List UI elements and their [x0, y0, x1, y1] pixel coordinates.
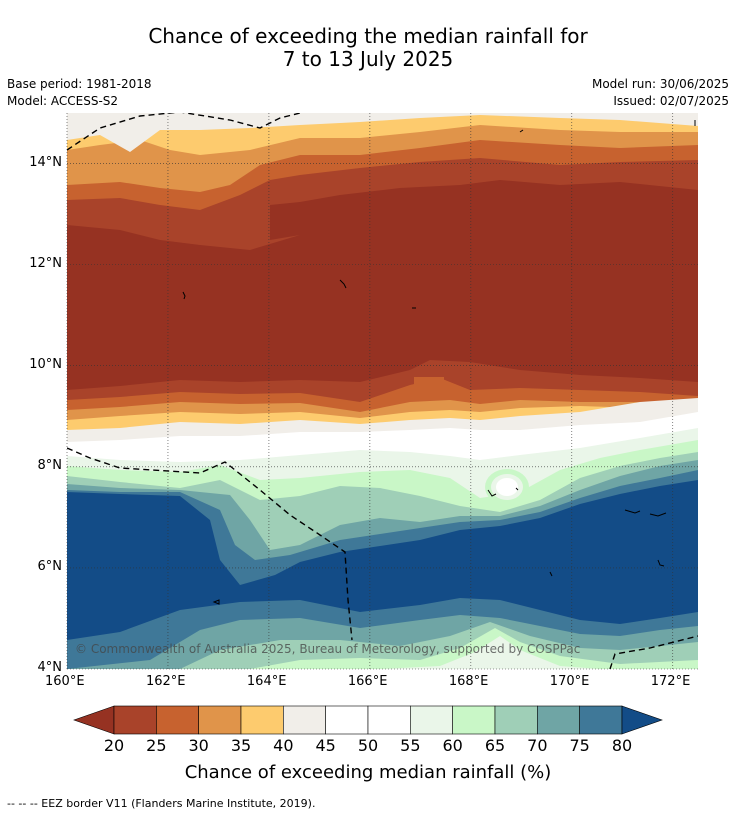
- colorbar-swatch: [367, 705, 411, 735]
- colorbar-swatch: [325, 705, 369, 735]
- lon-tick-label: 170°E: [549, 674, 590, 689]
- lat-tick-label: 6°N: [37, 558, 63, 574]
- copyright-notice: © Commonwealth of Australia 2025, Bureau…: [75, 642, 581, 656]
- colorbar-tick-label: 50: [357, 736, 379, 755]
- colorbar-swatch: [537, 705, 580, 735]
- colorbar-under-arrow: [73, 705, 115, 735]
- lon-tick-label: 160°E: [45, 674, 85, 689]
- colorbar-tick-label: 45: [315, 736, 336, 755]
- colorbar-swatch: [240, 705, 284, 735]
- lon-tick-label: 172°E: [650, 674, 691, 689]
- colorbar-tick-label: 65: [484, 736, 506, 755]
- lon-tick-label: 168°E: [448, 674, 489, 689]
- lat-tick-label: 8°N: [37, 457, 63, 473]
- model-name: Model: ACCESS-S2: [7, 94, 119, 108]
- colorbar-swatch: [579, 705, 623, 735]
- eez-border: [67, 113, 698, 669]
- colorbar-tick-label: 20: [103, 736, 125, 755]
- chart-title-line2: 7 to 13 July 2025: [282, 47, 454, 71]
- colorbar-tick-label: 25: [146, 736, 167, 755]
- colorbar-tick-label: 40: [273, 736, 294, 755]
- colorbar-tick-label: 30: [188, 736, 209, 755]
- colorbar-swatch: [156, 705, 199, 735]
- chart-title-line1: Chance of exceeding the median rainfall …: [148, 24, 588, 48]
- lat-tick-label: 14°N: [29, 154, 62, 170]
- colorbar-over-arrow: [621, 705, 663, 735]
- base-period: Base period: 1981-2018: [7, 77, 152, 91]
- colorbar-swatch: [452, 705, 496, 735]
- islands: [182, 120, 696, 605]
- band-top-40-45: [67, 113, 698, 152]
- colorbar-tick-label: 35: [230, 736, 252, 755]
- colorbar: [73, 705, 663, 735]
- lon-tick-label: 162°E: [145, 674, 186, 689]
- lon-tick-label: 166°E: [347, 674, 388, 689]
- lat-tick-label: 10°N: [29, 356, 62, 372]
- colorbar-tick-label: 60: [442, 736, 463, 755]
- patch-25-30: [414, 377, 444, 397]
- colorbar-swatch: [113, 705, 157, 735]
- lon-tick-label: 164°E: [246, 674, 287, 689]
- model-run: Model run: 30/06/2025: [591, 77, 729, 91]
- colorbar-tick-label: 70: [527, 736, 548, 755]
- colorbar-swatch: [198, 705, 242, 735]
- colorbar-tick-label: 80: [611, 736, 633, 755]
- colorbar-tick-label: 55: [400, 736, 421, 755]
- colorbar-swatch: [410, 705, 453, 735]
- band-south-60-65: [250, 628, 698, 669]
- colorbar-swatch: [283, 705, 326, 735]
- map-gridlines: [66, 113, 698, 670]
- lat-tick-label: 4°N: [37, 660, 63, 675]
- lat-tick-label: 12°N: [29, 255, 62, 271]
- colorbar-swatch: [494, 705, 538, 735]
- band-south-55-60: [380, 636, 600, 669]
- colorbar-tick-label: 75: [569, 736, 590, 755]
- colorbar-label: Chance of exceeding median rainfall (%): [184, 762, 552, 783]
- eez-footnote: -- -- -- EEZ border V11 (Flanders Marine…: [7, 797, 316, 810]
- patch-white-bubble-core: [496, 478, 518, 496]
- issued-date: Issued: 02/07/2025: [613, 94, 729, 108]
